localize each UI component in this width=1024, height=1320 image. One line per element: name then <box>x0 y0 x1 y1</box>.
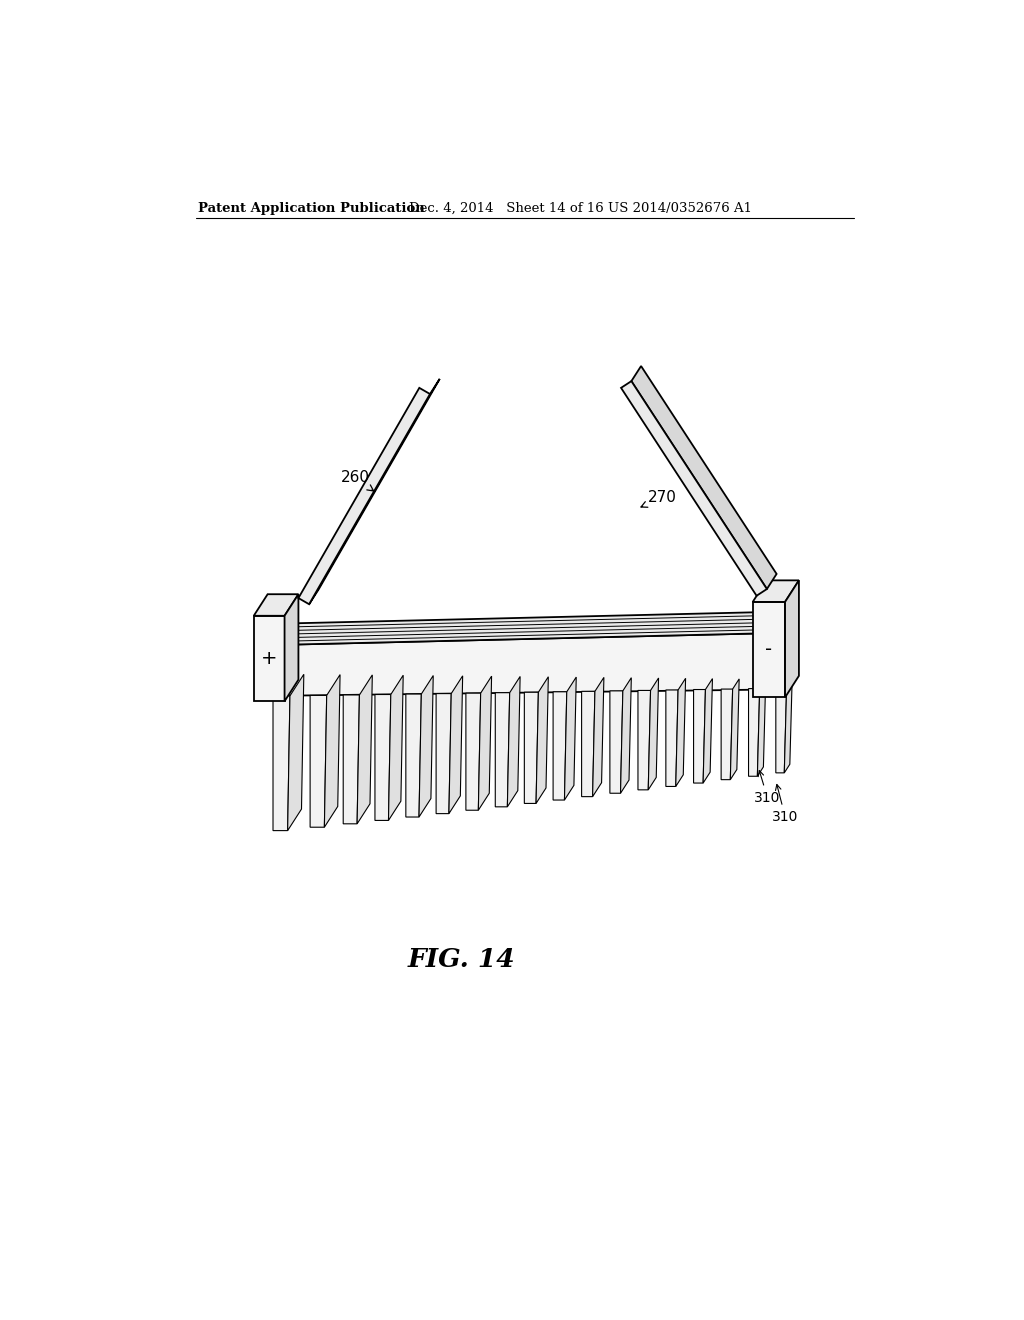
Polygon shape <box>298 388 430 605</box>
Polygon shape <box>776 688 786 774</box>
Polygon shape <box>703 678 713 783</box>
Text: 310: 310 <box>772 784 799 824</box>
Text: Patent Application Publication: Patent Application Publication <box>199 202 425 215</box>
Polygon shape <box>449 676 463 813</box>
Text: 310: 310 <box>755 771 780 804</box>
Polygon shape <box>753 581 799 602</box>
Polygon shape <box>784 680 793 774</box>
Polygon shape <box>419 676 433 817</box>
Polygon shape <box>357 675 373 824</box>
Polygon shape <box>666 690 678 787</box>
Text: -: - <box>765 640 772 659</box>
Polygon shape <box>273 612 770 645</box>
Polygon shape <box>537 677 548 804</box>
Text: 270: 270 <box>641 490 677 507</box>
Polygon shape <box>785 581 799 697</box>
Polygon shape <box>582 692 595 797</box>
Polygon shape <box>343 694 359 824</box>
Polygon shape <box>309 379 439 605</box>
Polygon shape <box>676 678 686 787</box>
Polygon shape <box>388 676 403 821</box>
Polygon shape <box>406 694 421 817</box>
Polygon shape <box>564 677 577 800</box>
Polygon shape <box>466 693 480 810</box>
Polygon shape <box>721 689 732 780</box>
Polygon shape <box>478 676 492 810</box>
Text: US 2014/0352676 A1: US 2014/0352676 A1 <box>608 202 752 215</box>
Polygon shape <box>610 690 623 793</box>
Polygon shape <box>436 693 452 813</box>
Polygon shape <box>285 594 298 701</box>
Polygon shape <box>693 689 706 783</box>
Polygon shape <box>730 678 739 780</box>
Polygon shape <box>524 692 539 804</box>
Polygon shape <box>553 692 566 800</box>
Polygon shape <box>621 381 767 595</box>
Polygon shape <box>632 366 776 589</box>
Polygon shape <box>758 680 766 776</box>
Polygon shape <box>749 689 760 776</box>
Text: Dec. 4, 2014   Sheet 14 of 16: Dec. 4, 2014 Sheet 14 of 16 <box>410 202 604 215</box>
Polygon shape <box>254 615 285 701</box>
Polygon shape <box>621 677 632 793</box>
Text: FIG. 14: FIG. 14 <box>408 946 515 972</box>
Polygon shape <box>273 696 290 830</box>
Polygon shape <box>254 594 298 615</box>
Polygon shape <box>507 676 520 807</box>
Polygon shape <box>648 678 658 789</box>
Polygon shape <box>325 675 340 828</box>
Polygon shape <box>288 675 304 830</box>
Polygon shape <box>496 693 510 807</box>
Polygon shape <box>593 677 604 797</box>
Text: 260: 260 <box>341 470 374 491</box>
Polygon shape <box>753 602 785 697</box>
Polygon shape <box>375 694 391 821</box>
Polygon shape <box>310 696 327 828</box>
Polygon shape <box>638 690 650 789</box>
Text: +: + <box>261 649 278 668</box>
Polygon shape <box>273 634 756 696</box>
